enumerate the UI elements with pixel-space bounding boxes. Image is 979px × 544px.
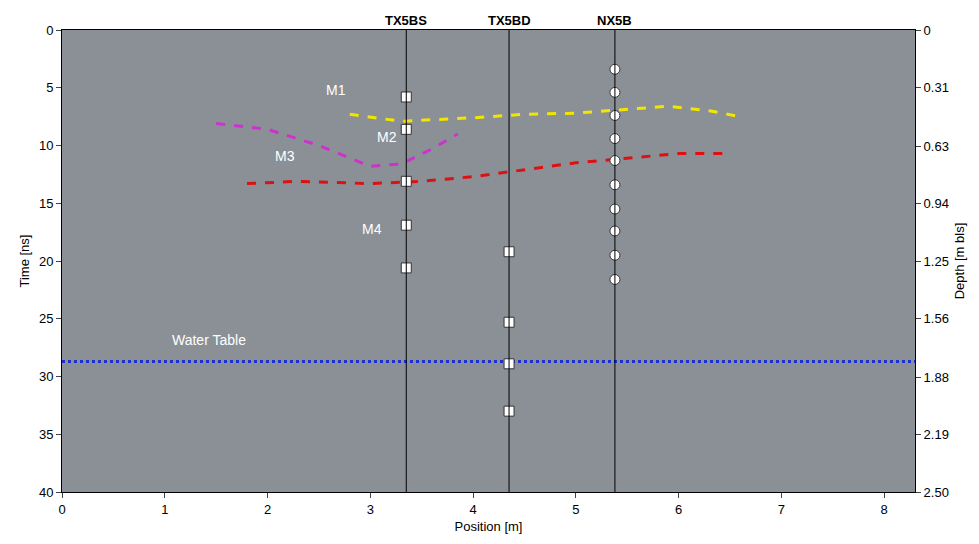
- svg-text:3: 3: [367, 502, 374, 517]
- svg-text:30: 30: [39, 369, 53, 384]
- svg-text:0.63: 0.63: [924, 139, 949, 154]
- svg-text:10: 10: [39, 138, 53, 153]
- svg-text:6: 6: [675, 502, 682, 517]
- svg-text:0: 0: [46, 23, 53, 38]
- svg-text:0: 0: [58, 502, 65, 517]
- svg-text:2.50: 2.50: [924, 485, 949, 500]
- svg-text:25: 25: [39, 311, 53, 326]
- svg-text:Position [m]: Position [m]: [455, 519, 523, 534]
- svg-text:5: 5: [46, 80, 53, 95]
- svg-text:2: 2: [264, 502, 271, 517]
- svg-text:8: 8: [881, 502, 888, 517]
- svg-text:2.19: 2.19: [924, 427, 949, 442]
- svg-text:7: 7: [778, 502, 785, 517]
- svg-text:35: 35: [39, 427, 53, 442]
- svg-text:1.56: 1.56: [924, 311, 949, 326]
- svg-text:1.88: 1.88: [924, 370, 949, 385]
- svg-text:4: 4: [469, 502, 476, 517]
- svg-text:Water Table: Water Table: [172, 332, 246, 348]
- svg-text:40: 40: [39, 485, 53, 500]
- svg-text:0.94: 0.94: [924, 196, 949, 211]
- svg-text:1.25: 1.25: [924, 254, 949, 269]
- svg-text:1: 1: [161, 502, 168, 517]
- svg-text:0: 0: [924, 23, 931, 38]
- svg-text:Depth [m bls]: Depth [m bls]: [952, 223, 967, 300]
- svg-text:TX5BD: TX5BD: [488, 13, 531, 28]
- svg-text:M1: M1: [326, 82, 346, 98]
- svg-text:Time [ns]: Time [ns]: [17, 235, 32, 288]
- svg-text:15: 15: [39, 196, 53, 211]
- svg-text:NX5B: NX5B: [597, 13, 632, 28]
- svg-text:TX5BS: TX5BS: [385, 13, 427, 28]
- svg-text:20: 20: [39, 254, 53, 269]
- svg-text:5: 5: [572, 502, 579, 517]
- svg-text:M2: M2: [377, 129, 397, 145]
- svg-text:M3: M3: [275, 148, 295, 164]
- svg-text:M4: M4: [362, 221, 382, 237]
- svg-text:0.31: 0.31: [924, 80, 949, 95]
